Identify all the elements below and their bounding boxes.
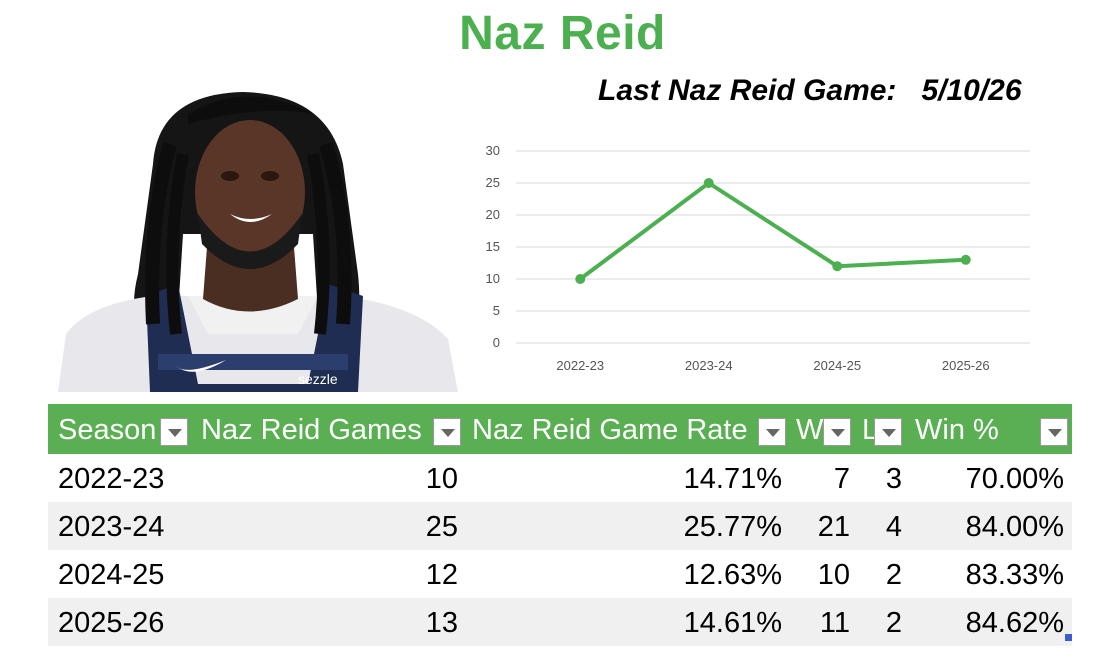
last-game-date: 5/10/26 [921,74,1022,107]
y-tick-label: 10 [486,271,500,286]
cell-season: 2025-26 [58,607,165,639]
games-filter-button[interactable] [433,418,461,446]
last-game-line: Last Naz Reid Game: 5/10/26 [598,74,1022,108]
data-point [832,261,843,272]
cell-wins: 10 [817,559,850,591]
y-tick-label: 5 [493,303,500,318]
header-game-rate: Naz Reid Game Rate [472,414,748,446]
losses-filter-button[interactable] [874,418,902,446]
cell-games: 25 [425,511,458,543]
data-point [703,178,714,188]
cell-game-rate: 12.63% [683,559,782,591]
games-line-chart: 0 5 10 15 20 25 30 2022-23 2023-24 2024-25 2025-26 [470,140,1040,390]
y-tick-label: 15 [486,239,500,254]
table-row: 2025-26 13 14.61% 11 2 84.62% [48,598,1072,646]
table-row: 2024-25 12 12.63% 10 2 83.33% [48,550,1072,598]
header-win-pct: Win % [915,414,999,446]
table-row: 2023-24 25 25.77% 21 4 84.00% [48,502,1072,550]
cell-season: 2024-25 [58,559,165,591]
data-point [960,254,971,265]
last-game-label: Last Naz Reid Game: [598,74,897,107]
cell-losses: 4 [885,511,902,543]
x-tick-label: 2024-25 [813,358,861,373]
table-header: Season Naz Reid Games Naz Reid Game Rate… [48,404,1072,454]
season-filter-button[interactable] [160,418,188,446]
y-tick-label: 25 [486,175,500,190]
cell-games: 10 [425,463,458,495]
stats-table: Season Naz Reid Games Naz Reid Game Rate… [48,404,1072,646]
cell-games: 13 [425,607,458,639]
cell-losses: 2 [885,607,902,639]
page-title: Naz Reid [459,7,666,60]
game-rate-filter-button[interactable] [758,418,786,446]
player-photo: sezzle [58,84,458,392]
x-tick-label: 2022-23 [556,358,604,373]
y-tick-label: 20 [486,207,500,222]
cell-season: 2022-23 [58,463,165,495]
cell-win-pct: 84.62% [965,607,1064,639]
header-wins: W [796,414,824,446]
data-point [575,274,586,284]
cell-win-pct: 70.00% [965,463,1064,495]
cell-wins: 7 [833,463,850,495]
jersey-sponsor: sezzle [298,371,338,387]
y-tick-label: 30 [486,143,500,158]
series-line [579,181,966,281]
cell-losses: 2 [885,559,902,591]
wins-filter-button[interactable] [823,418,851,446]
y-tick-label: 0 [493,335,500,350]
cell-game-rate: 14.71% [683,463,782,495]
cell-wins: 11 [819,607,850,639]
x-tick-label: 2023-24 [685,358,733,373]
win-pct-filter-button[interactable] [1040,418,1068,446]
table-row: 2022-23 10 14.71% 7 3 70.00% [48,454,1072,502]
cell-losses: 3 [885,463,902,495]
cell-win-pct: 83.33% [965,559,1064,591]
cell-win-pct: 84.00% [965,511,1064,543]
cell-season: 2023-24 [58,511,165,543]
cell-game-rate: 25.77% [683,511,782,543]
cell-games: 12 [425,559,458,591]
cell-game-rate: 14.61% [683,607,782,639]
x-tick-label: 2025-26 [942,358,990,373]
table-resize-handle[interactable] [1065,634,1072,641]
cell-wins: 21 [817,511,850,543]
header-season: Season [58,414,157,446]
header-games: Naz Reid Games [201,414,422,446]
